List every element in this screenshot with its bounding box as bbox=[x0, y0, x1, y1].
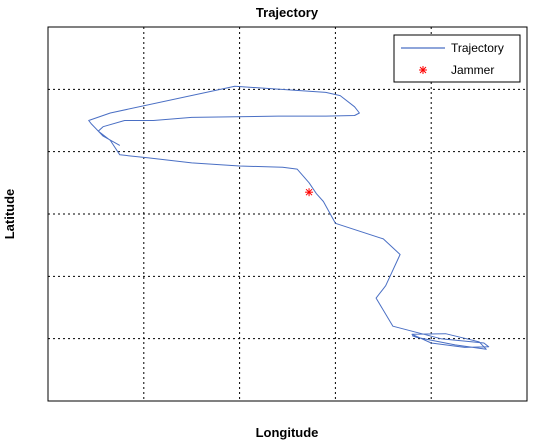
series-layer bbox=[88, 85, 490, 350]
jammer-marker bbox=[305, 188, 314, 197]
legend-trajectory-label: Trajectory bbox=[451, 41, 504, 55]
trajectory-line bbox=[88, 85, 490, 350]
legend-box bbox=[393, 34, 521, 83]
chart-title: Trajectory bbox=[256, 5, 319, 20]
grid-lines bbox=[48, 27, 527, 401]
y-axis-label: Latitude bbox=[2, 189, 17, 240]
legend-jammer-label: Jammer bbox=[451, 63, 494, 77]
legend: Trajectory Jammer bbox=[393, 34, 521, 83]
plot-area-frame bbox=[47, 26, 528, 402]
legend-jammer-marker bbox=[419, 66, 427, 74]
x-axis-label: Longitude bbox=[256, 425, 319, 440]
